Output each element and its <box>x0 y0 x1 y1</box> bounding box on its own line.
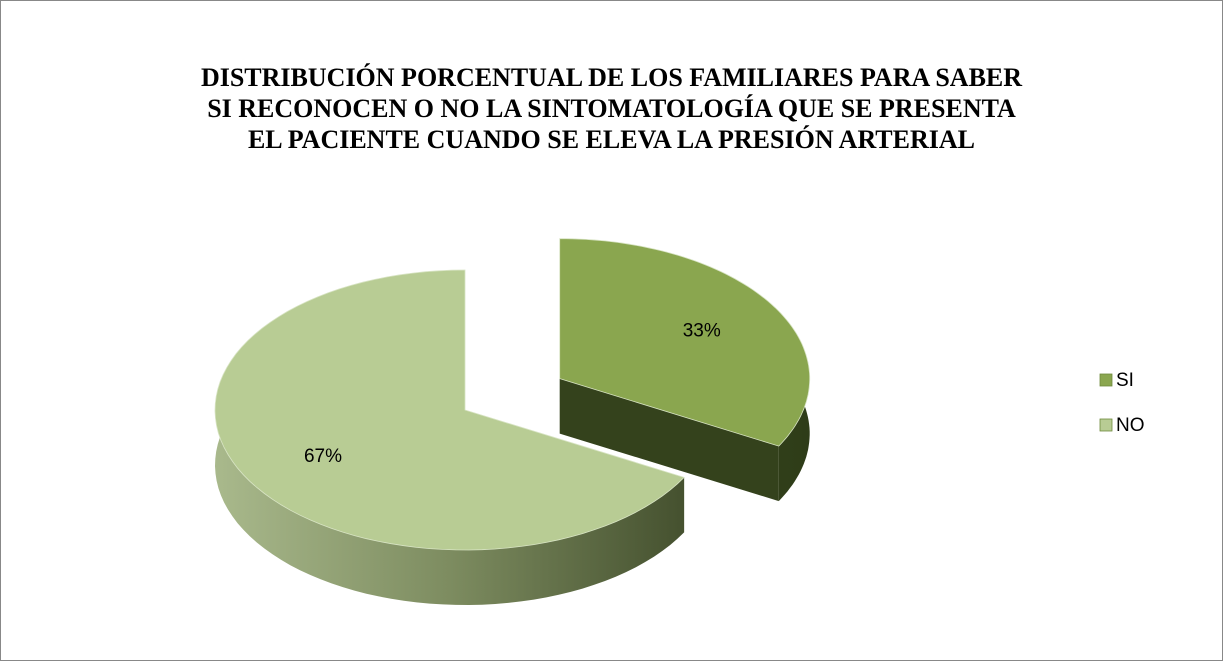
legend-swatch <box>1099 418 1113 432</box>
legend-label: SI <box>1116 370 1134 391</box>
data-label: 67% <box>304 446 342 467</box>
legend-swatch <box>1099 373 1113 387</box>
data-label: 33% <box>683 321 721 342</box>
chart-title: DISTRIBUCIÓN PORCENTUAL DE LOS FAMILIARE… <box>200 63 1023 154</box>
legend-label: NO <box>1116 415 1145 436</box>
slice-side <box>559 378 779 502</box>
slice <box>214 269 685 551</box>
slice <box>559 238 811 447</box>
